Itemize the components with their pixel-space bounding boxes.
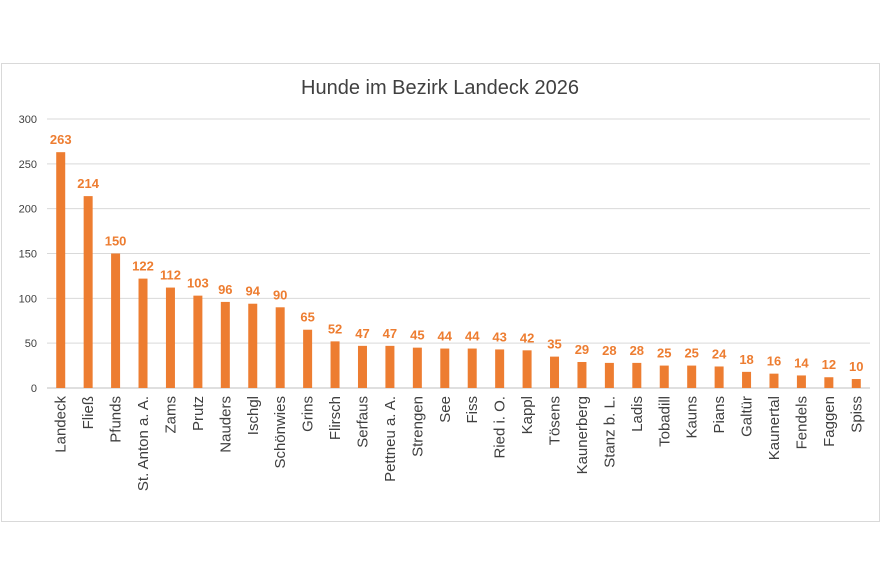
bar xyxy=(851,379,861,388)
x-tick-label: Pfunds xyxy=(108,396,125,443)
bar xyxy=(357,345,367,388)
x-tick-label: Kappl xyxy=(519,396,536,434)
bar xyxy=(440,348,450,388)
data-label: 12 xyxy=(822,357,836,372)
bar xyxy=(330,341,340,388)
x-tick-label: Schönwies xyxy=(272,396,289,469)
data-label: 29 xyxy=(575,342,589,357)
data-label: 28 xyxy=(602,343,616,358)
x-tick-label: Nauders xyxy=(217,396,234,453)
chart-title: Hunde im Bezirk Landeck 2026 xyxy=(301,77,579,99)
data-label: 16 xyxy=(767,354,781,369)
y-tick-label: 250 xyxy=(19,159,37,171)
data-label: 44 xyxy=(438,329,453,344)
data-label: 28 xyxy=(630,343,644,358)
x-tick-label: Fiss xyxy=(464,396,481,424)
y-tick-label: 150 xyxy=(19,249,37,261)
bar xyxy=(412,347,422,388)
bar xyxy=(796,375,806,388)
x-tick-label: Prutz xyxy=(190,396,207,431)
data-label: 150 xyxy=(105,234,127,249)
data-label: 24 xyxy=(712,346,727,361)
x-tick-label: Zams xyxy=(162,396,179,434)
x-tick-label: Pians xyxy=(711,396,728,434)
bar xyxy=(824,377,834,388)
bar xyxy=(138,278,148,388)
x-tick-label: See xyxy=(437,396,454,423)
data-label: 14 xyxy=(794,355,809,370)
y-tick-label: 0 xyxy=(31,383,37,395)
bar xyxy=(577,361,587,388)
data-label: 25 xyxy=(684,346,698,361)
y-tick-label: 300 xyxy=(19,114,37,126)
x-tick-label: Tobadill xyxy=(656,396,673,447)
y-tick-label: 50 xyxy=(25,338,37,350)
data-label: 90 xyxy=(273,287,287,302)
data-label: 47 xyxy=(355,326,369,341)
bar xyxy=(193,295,203,388)
bar xyxy=(769,373,779,388)
x-tick-label: Stanz b. L. xyxy=(601,396,618,468)
x-tick-label: Tösens xyxy=(547,396,564,445)
bar xyxy=(659,365,669,388)
x-tick-label: Ischgl xyxy=(245,396,262,435)
x-tick-label: Kauns xyxy=(684,396,701,439)
bar xyxy=(165,287,175,388)
x-tick-label: Grins xyxy=(300,396,317,432)
data-label: 94 xyxy=(246,284,261,299)
bar xyxy=(83,196,93,388)
data-label: 42 xyxy=(520,330,534,345)
bar xyxy=(714,366,724,388)
data-label: 35 xyxy=(547,337,561,352)
x-tick-label: Strengen xyxy=(409,396,426,457)
bar xyxy=(467,348,477,388)
data-label: 65 xyxy=(300,310,314,325)
data-label: 10 xyxy=(849,359,863,374)
data-label: 214 xyxy=(77,176,99,191)
bar xyxy=(248,303,258,388)
data-label: 96 xyxy=(218,282,232,297)
x-tick-label: Serfaus xyxy=(354,396,371,448)
x-tick-label: Galtür xyxy=(739,396,756,437)
x-tick-label: Kaunerberg xyxy=(574,396,591,474)
bar xyxy=(275,307,285,388)
bar xyxy=(742,371,752,388)
bar xyxy=(604,362,614,388)
bar xyxy=(687,365,697,388)
data-label: 263 xyxy=(50,132,72,147)
x-tick-label: St. Anton a. A. xyxy=(135,396,152,491)
bar xyxy=(495,349,505,388)
x-tick-label: Fließ xyxy=(80,396,97,429)
bar xyxy=(56,152,66,388)
x-tick-label: Landeck xyxy=(53,396,70,453)
x-tick-label: Fendels xyxy=(793,396,810,449)
x-tick-label: Pettneu a. A. xyxy=(382,396,399,482)
x-tick-label: Ried i. O. xyxy=(492,396,509,459)
data-label: 52 xyxy=(328,321,342,336)
data-label: 103 xyxy=(187,276,209,291)
x-tick-label: Ladis xyxy=(629,396,646,432)
data-label: 25 xyxy=(657,346,671,361)
data-label: 18 xyxy=(739,352,753,367)
bar xyxy=(522,350,532,388)
bar xyxy=(303,329,313,388)
x-tick-label: Kaunertal xyxy=(766,396,783,460)
data-label: 44 xyxy=(465,329,480,344)
x-tick-label: Flirsch xyxy=(327,396,344,440)
y-tick-label: 200 xyxy=(19,204,37,216)
bar xyxy=(111,253,121,388)
data-label: 43 xyxy=(492,329,506,344)
y-tick-label: 100 xyxy=(19,293,37,305)
bar xyxy=(632,362,642,388)
data-label: 45 xyxy=(410,328,424,343)
x-tick-label: Spiss xyxy=(848,396,865,433)
data-label: 112 xyxy=(160,268,181,283)
bar xyxy=(550,356,560,388)
bar xyxy=(385,345,395,388)
bar xyxy=(220,301,230,388)
data-label: 47 xyxy=(383,326,397,341)
data-label: 122 xyxy=(132,259,154,274)
x-tick-label: Faggen xyxy=(821,396,838,447)
